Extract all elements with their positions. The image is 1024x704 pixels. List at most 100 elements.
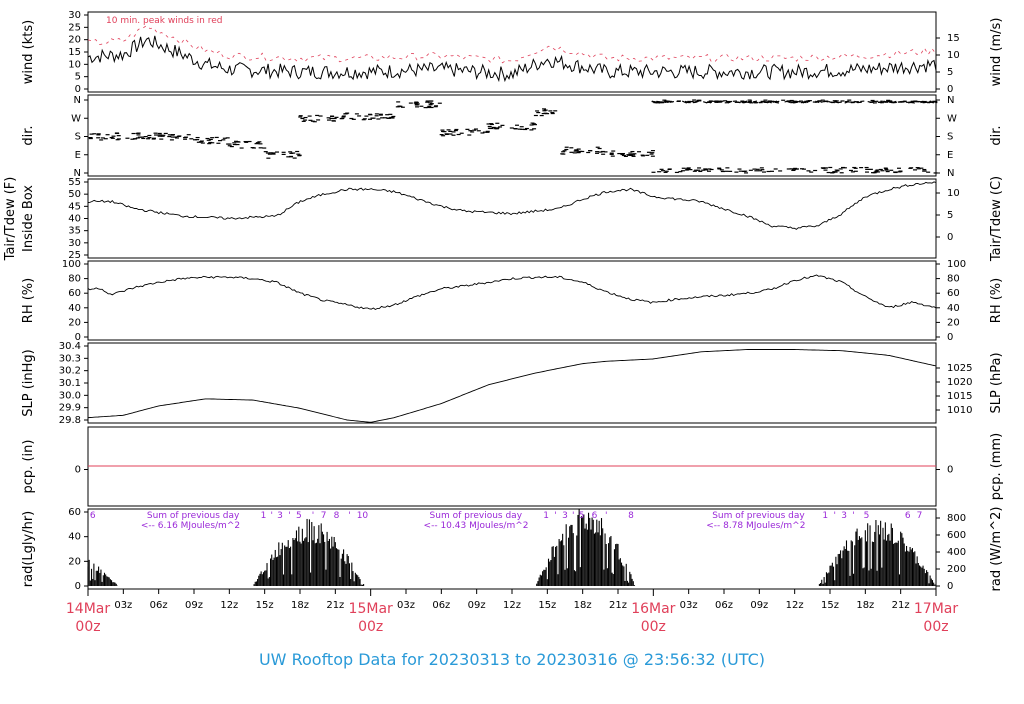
daily-sum-value: <-- 8.78 MJoules/m^2 — [706, 521, 805, 531]
left-tick-label: 60 — [68, 507, 81, 518]
right-tick-label: 20 — [947, 317, 960, 328]
right-tick-label: 600 — [947, 530, 966, 541]
radiation-hour-mark: ' — [833, 511, 835, 521]
left-tick-label: 29.8 — [59, 415, 81, 426]
left-tick-label: E — [75, 150, 81, 161]
radiation-hour-mark: 6 — [90, 511, 96, 521]
left-axis-label: pcp. (in) — [21, 440, 36, 494]
x-day-hour-label: 00z — [923, 619, 948, 635]
right-tick-label: S — [947, 132, 953, 143]
left-tick-label: 50 — [68, 189, 81, 200]
left-tick-label: 30 — [68, 238, 81, 249]
x-day-label: 16Mar — [631, 601, 675, 617]
x-hour-tick-label: 12z — [503, 600, 521, 611]
daily-sum-value: <-- 6.16 MJoules/m^2 — [141, 521, 240, 531]
right-tick-label: 10 — [947, 50, 960, 61]
radiation-hour-mark: 8 — [334, 511, 340, 521]
radiation-hour-mark: 5 — [296, 511, 302, 521]
left-tick-label: 40 — [68, 303, 81, 314]
panel-4: SLP (inHg)SLP (hPa)29.829.930.030.130.23… — [21, 341, 1004, 426]
left-axis-label: dir. — [21, 125, 36, 145]
x-hour-tick-label: 06z — [432, 600, 450, 611]
left-tick-label: 30.4 — [59, 341, 81, 352]
left-tick-label: 30.3 — [59, 353, 81, 364]
x-hour-tick-label: 06z — [715, 600, 733, 611]
left-axis-label: Inside Box — [21, 185, 36, 252]
radiation-hour-mark: ' — [554, 511, 556, 521]
right-tick-label: 5 — [947, 67, 953, 78]
right-tick-label: 0 — [947, 332, 953, 343]
right-tick-label: 1025 — [947, 363, 972, 374]
radiation-hour-mark: ' — [348, 511, 350, 521]
peak-wind-note: 10 min. peak winds in red — [106, 16, 223, 26]
right-tick-label: 200 — [947, 564, 966, 575]
right-tick-label: 100 — [947, 259, 966, 270]
x-hour-tick-label: 15z — [256, 600, 274, 611]
radiation-hour-mark: 3 — [841, 511, 847, 521]
radiation-hour-mark: 5 — [864, 511, 870, 521]
left-tick-label: 25 — [68, 22, 81, 33]
wind-dir-mark — [664, 101, 668, 102]
right-tick-label: 10 — [947, 188, 960, 199]
right-axis-label: rad (W/m^2) — [989, 507, 1004, 592]
left-axis-label: wind (kts) — [21, 20, 36, 84]
chart-footer-title: UW Rooftop Data for 20230313 to 20230316… — [259, 650, 765, 669]
left-tick-label: N — [74, 95, 81, 106]
wind-dir-mark — [930, 102, 934, 103]
right-tick-label: 40 — [947, 303, 960, 314]
radiation-hour-mark: 6 — [905, 511, 911, 521]
panel-frame — [88, 179, 936, 258]
left-tick-label: 40 — [68, 532, 81, 543]
wind-dir-mark — [748, 102, 752, 103]
wind-dir-mark — [775, 102, 779, 103]
radiation-hour-mark: 10 — [357, 511, 369, 521]
daily-sum-title: Sum of previous day — [430, 511, 523, 521]
radiation-hour-mark: ' — [852, 511, 854, 521]
radiation-hour-mark: 3 — [562, 511, 568, 521]
left-tick-label: 45 — [68, 201, 81, 212]
left-tick-label: 5 — [75, 72, 81, 83]
right-tick-label: 800 — [947, 513, 966, 524]
wind-dir-mark — [824, 101, 828, 102]
wind-dir-mark — [878, 102, 882, 103]
right-tick-label: 60 — [947, 288, 960, 299]
left-tick-label: 0 — [75, 581, 81, 592]
right-axis-label: Tair/Tdew (C) — [989, 176, 1004, 262]
x-hour-tick-label: 21z — [326, 600, 344, 611]
left-tick-label: 30.2 — [59, 366, 81, 377]
right-tick-label: 1020 — [947, 377, 972, 388]
right-tick-label: 15 — [947, 33, 960, 44]
left-axis-label-2: Tair/Tdew (F) — [3, 177, 18, 262]
left-tick-label: W — [71, 113, 81, 124]
x-hour-tick-label: 18z — [291, 600, 309, 611]
x-hour-tick-label: 03z — [397, 600, 415, 611]
right-axis-label: dir. — [989, 125, 1004, 145]
left-tick-label: 55 — [68, 177, 81, 188]
x-hour-tick-label: 18z — [856, 600, 874, 611]
left-tick-label: 0 — [75, 465, 81, 476]
x-day-hour-label: 00z — [75, 619, 100, 635]
left-tick-label: 35 — [68, 226, 81, 237]
wind-dir-mark — [763, 102, 767, 103]
left-axis-label: rad(Lgly/hr) — [21, 511, 36, 587]
x-hour-tick-label: 09z — [185, 600, 203, 611]
left-tick-label: 80 — [68, 274, 81, 285]
left-tick-label: 30.0 — [59, 390, 81, 401]
radiation-hour-mark: 1 — [261, 511, 267, 521]
left-tick-label: 30 — [68, 10, 81, 21]
radiation-hour-mark: ' — [312, 511, 314, 521]
panel-6: rad(Lgly/hr)rad (W/m^2)02040600200400600… — [21, 507, 1004, 592]
x-hour-tick-label: 03z — [680, 600, 698, 611]
left-axis-label: SLP (inHg) — [21, 349, 36, 417]
left-axis-label: RH (%) — [21, 278, 36, 323]
right-tick-label: E — [947, 150, 953, 161]
right-tick-label: 1015 — [947, 391, 972, 402]
x-day-label: 14Mar — [66, 601, 110, 617]
radiation-hour-mark: 3 — [277, 511, 283, 521]
panel-frame — [88, 343, 936, 423]
right-tick-label: 0 — [947, 465, 953, 476]
right-axis-label: SLP (hPa) — [989, 352, 1004, 413]
